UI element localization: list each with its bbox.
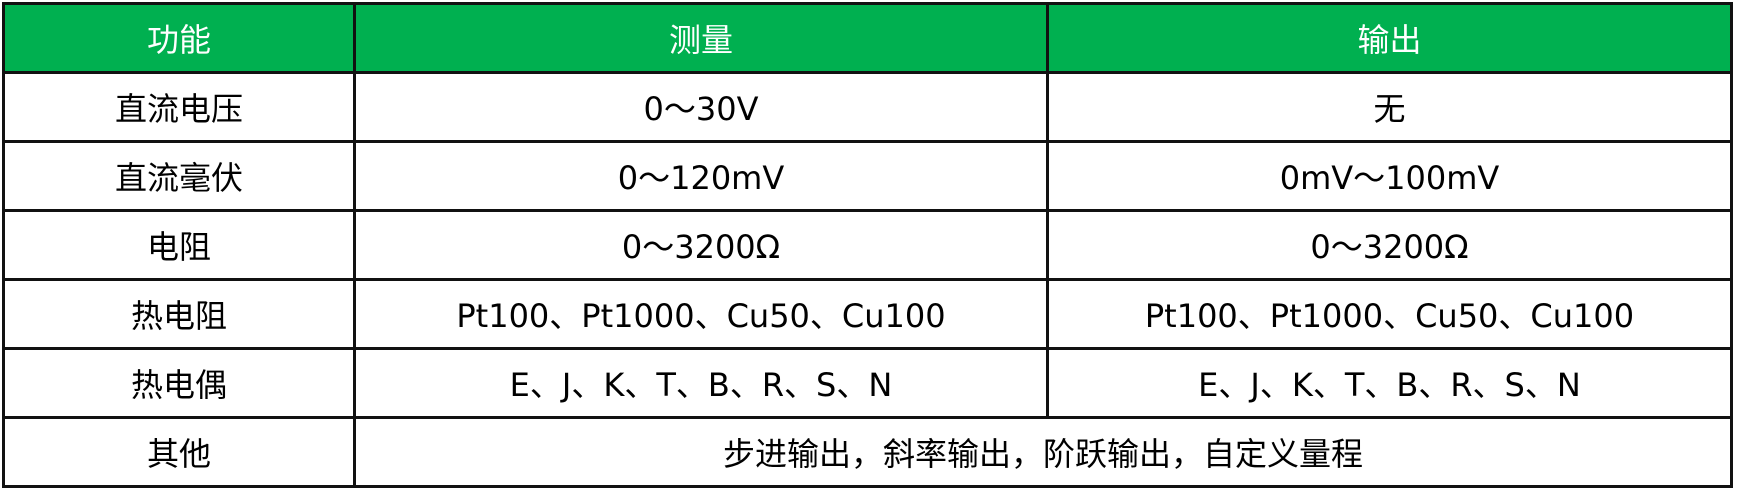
table-row: 热电偶 E、J、K、T、B、R、S、N E、J、K、T、B、R、S、N [2, 347, 1733, 419]
output-cell: Pt100、Pt1000、Cu50、Cu100 [1046, 278, 1733, 350]
measure-cell: Pt100、Pt1000、Cu50、Cu100 [353, 278, 1049, 350]
header-row: 功能 测量 输出 [2, 2, 1733, 74]
table-row: 热电阻 Pt100、Pt1000、Cu50、Cu100 Pt100、Pt1000… [2, 278, 1733, 350]
header-output: 输出 [1046, 2, 1733, 74]
output-cell: E、J、K、T、B、R、S、N [1046, 347, 1733, 419]
output-cell: 0mV～100mV [1046, 140, 1733, 212]
table-row: 电阻 0～3200Ω 0～3200Ω [2, 209, 1733, 281]
function-cell: 直流电压 [2, 71, 356, 143]
function-cell: 热电阻 [2, 278, 356, 350]
function-cell: 直流毫伏 [2, 140, 356, 212]
other-value-cell: 步进输出，斜率输出，阶跃输出，自定义量程 [353, 416, 1733, 488]
output-cell: 0～3200Ω [1046, 209, 1733, 281]
function-cell: 热电偶 [2, 347, 356, 419]
measure-cell: E、J、K、T、B、R、S、N [353, 347, 1049, 419]
measure-cell: 0～30V [353, 71, 1049, 143]
table-row: 直流电压 0～30V 无 [2, 71, 1733, 143]
header-measure: 测量 [353, 2, 1049, 74]
function-cell: 其他 [2, 416, 356, 488]
header-function: 功能 [2, 2, 356, 74]
measure-cell: 0～3200Ω [353, 209, 1049, 281]
table-row-other: 其他 步进输出，斜率输出，阶跃输出，自定义量程 [2, 416, 1733, 488]
output-cell: 无 [1046, 71, 1733, 143]
function-cell: 电阻 [2, 209, 356, 281]
measure-cell: 0～120mV [353, 140, 1049, 212]
table-row: 直流毫伏 0～120mV 0mV～100mV [2, 140, 1733, 212]
